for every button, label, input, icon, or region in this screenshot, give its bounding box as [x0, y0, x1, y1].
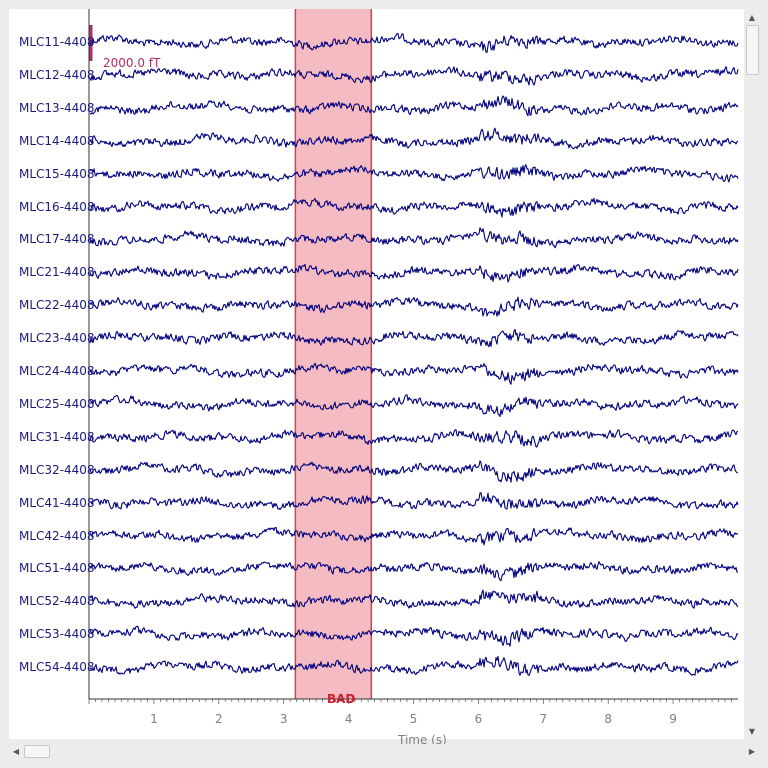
channel-trace — [89, 95, 739, 117]
x-tick-label: 4 — [344, 712, 353, 726]
channel-trace — [89, 526, 739, 546]
channel-trace — [89, 492, 739, 511]
channel-trace — [89, 296, 739, 317]
x-tick-label: 8 — [604, 712, 612, 726]
channel-label[interactable]: MLC25-4408 — [19, 396, 95, 411]
traces-canvas[interactable] — [9, 9, 744, 739]
channel-trace — [89, 33, 739, 53]
vertical-scrollbar[interactable]: ▲ ▼ — [745, 9, 759, 739]
scale-bar-label: 2000.0 fT — [103, 56, 161, 70]
x-tick-label: 3 — [279, 712, 288, 726]
channel-trace — [89, 227, 739, 249]
annotation-label: BAD — [327, 692, 356, 706]
channel-trace — [89, 263, 739, 283]
channel-label[interactable]: MLC32-4408 — [19, 462, 95, 477]
channel-label[interactable]: MLC13-4408 — [19, 100, 95, 115]
channel-label[interactable]: MLC12-4408 — [19, 67, 95, 82]
channel-label[interactable]: MLC52-4408 — [19, 594, 95, 609]
channel-label[interactable]: MLC23-4408 — [19, 331, 95, 346]
channel-trace — [89, 429, 739, 448]
channel-label[interactable]: MLC11-4408 — [19, 35, 95, 49]
channel-trace — [89, 589, 739, 609]
channel-label[interactable]: MLC41-4408 — [19, 495, 95, 510]
x-tick-label: 2 — [214, 712, 223, 726]
channel-trace — [89, 561, 738, 582]
x-tick-label: 5 — [409, 712, 418, 726]
channel-trace — [89, 127, 739, 150]
scroll-left-icon[interactable]: ◀ — [12, 746, 20, 756]
horizontal-scrollbar[interactable]: ◀ ▶ — [9, 744, 759, 758]
channel-label[interactable]: MLC15-4408 — [19, 166, 95, 181]
horizontal-scroll-thumb[interactable] — [24, 745, 50, 758]
vertical-scroll-thumb[interactable] — [746, 25, 759, 75]
x-tick-label: 7 — [539, 712, 548, 726]
plot-panel[interactable]: MLC11-4408 MLC12-4408 MLC13-4408 MLC14-4408… — [9, 9, 744, 747]
scroll-up-icon[interactable]: ▲ — [748, 12, 756, 22]
channel-trace — [89, 197, 739, 218]
x-tick-label: 6 — [474, 712, 483, 726]
channel-label[interactable]: MLC51-4408 — [19, 561, 95, 576]
channel-label[interactable]: MLC14-4408 — [19, 133, 95, 148]
bad-annotation-span — [295, 9, 372, 699]
channel-trace — [89, 328, 739, 348]
x-tick-label: 1 — [150, 712, 158, 726]
channel-trace — [90, 164, 739, 183]
channel-trace — [89, 394, 739, 418]
x-axis-label: Time (s) — [398, 733, 447, 747]
channel-trace — [89, 655, 739, 676]
channel-label[interactable]: MLC21-4408 — [19, 265, 95, 280]
channel-label[interactable]: MLC16-4408 — [19, 199, 95, 214]
channel-label[interactable]: MLC31-4408 — [19, 429, 95, 444]
channel-label[interactable]: MLC42-4408 — [19, 528, 95, 543]
scroll-down-icon[interactable]: ▼ — [748, 726, 756, 736]
channel-label[interactable]: MLC24-4408 — [19, 364, 95, 378]
channel-trace — [89, 66, 739, 86]
channel-trace — [89, 625, 739, 647]
scroll-right-icon[interactable]: ▶ — [748, 746, 756, 756]
channel-trace — [89, 362, 739, 385]
x-tick-label: 9 — [669, 712, 677, 726]
channel-label[interactable]: MLC22-4408 — [19, 298, 95, 313]
channel-label[interactable]: MLC17-4408 — [19, 232, 95, 247]
channel-trace — [89, 460, 739, 483]
channel-label[interactable]: MLC54-4408 — [19, 660, 95, 675]
channel-label[interactable]: MLC53-4408 — [19, 627, 95, 642]
